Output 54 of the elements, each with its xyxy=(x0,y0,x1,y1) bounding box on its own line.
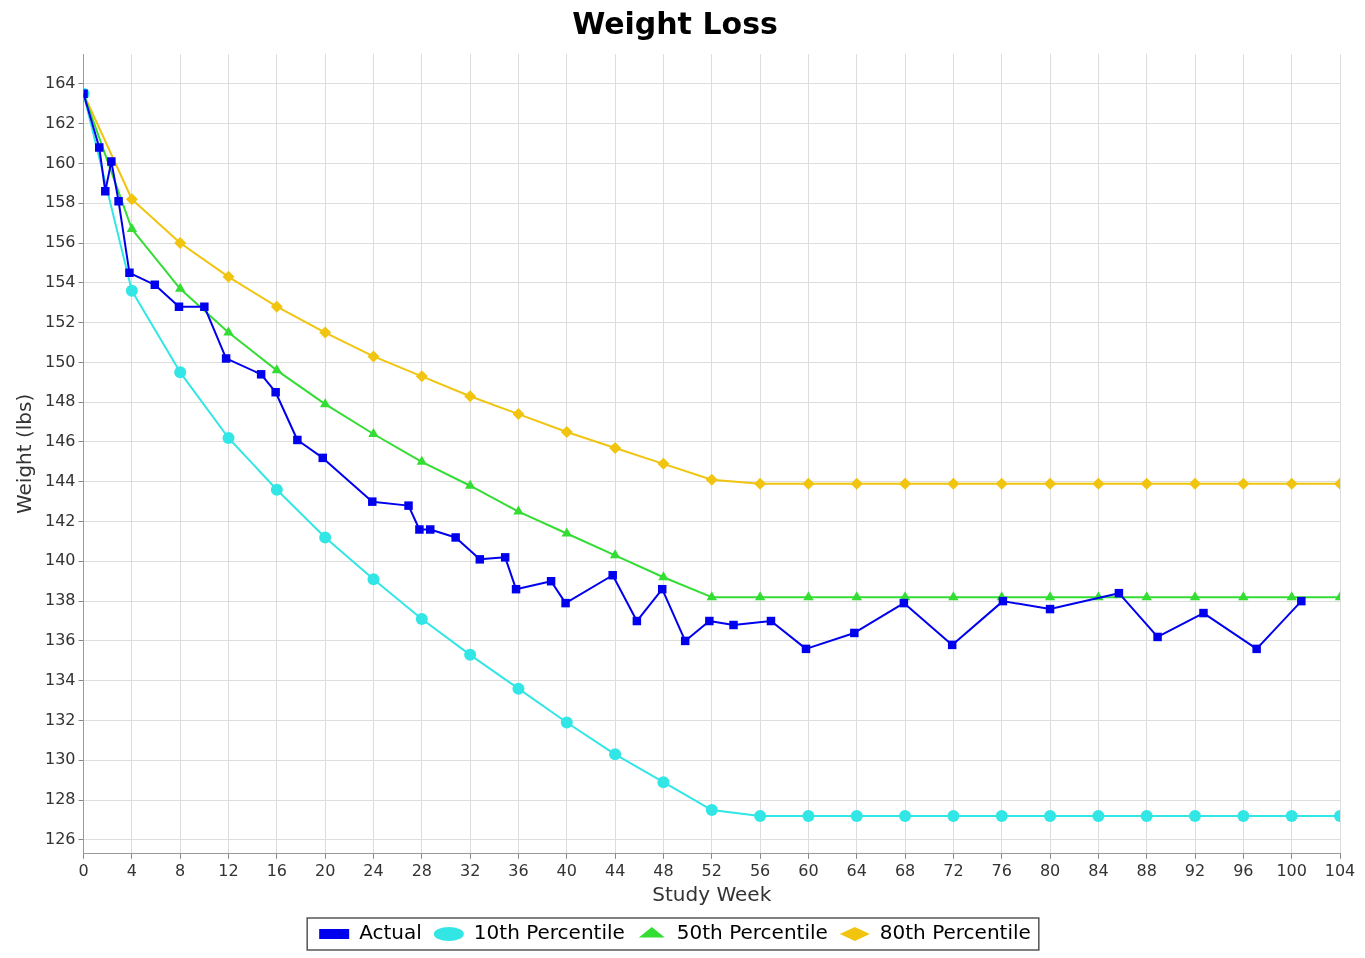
x-tick-label: 32 xyxy=(459,860,481,880)
y-axis-title: Weight (lbs) xyxy=(12,393,37,515)
x-tick-label: 4 xyxy=(126,860,137,880)
y-tick-label: 126 xyxy=(44,829,76,849)
y-tick-label: 156 xyxy=(44,232,76,252)
x-tick-label: 96 xyxy=(1233,860,1254,880)
x-axis-title: Study Week xyxy=(652,882,772,907)
x-tick-label: 100 xyxy=(1276,860,1307,880)
x-tick-label: 76 xyxy=(991,860,1012,880)
x-tick-label: 24 xyxy=(363,860,384,880)
x-tick-label: 48 xyxy=(653,860,674,880)
x-tick-label: 88 xyxy=(1136,860,1157,880)
x-tick-label: 8 xyxy=(175,860,186,880)
y-tick-label: 158 xyxy=(44,192,76,212)
x-tick-label: 92 xyxy=(1184,860,1206,880)
chart-title: Weight Loss xyxy=(572,5,778,41)
y-tick-label: 146 xyxy=(44,431,76,451)
legend-label: 10th Percentile xyxy=(473,920,625,945)
x-tick-label: 40 xyxy=(556,860,577,880)
y-tick-label: 160 xyxy=(44,152,76,172)
y-tick-label: 148 xyxy=(44,391,76,411)
y-tick-label: 144 xyxy=(44,470,76,490)
x-tick-label: 36 xyxy=(508,860,529,880)
x-tick-label: 12 xyxy=(218,860,239,880)
y-tick-label: 132 xyxy=(44,709,76,729)
y-tick-label: 130 xyxy=(44,749,76,769)
y-tick-label: 162 xyxy=(44,112,76,132)
y-tick-label: 128 xyxy=(44,789,76,809)
x-tick-label: 44 xyxy=(604,860,626,880)
legend-label: 80th Percentile xyxy=(879,920,1031,945)
x-tick-label: 104 xyxy=(1324,860,1356,880)
y-tick-label: 138 xyxy=(44,590,76,610)
x-tick-label: 16 xyxy=(266,860,288,880)
legend-label: 50th Percentile xyxy=(676,920,828,945)
x-tick-label: 64 xyxy=(846,860,867,880)
x-tick-label: 84 xyxy=(1088,860,1109,880)
x-tick-label: 80 xyxy=(1039,860,1061,880)
x-tick-label: 72 xyxy=(943,860,964,880)
y-tick-label: 140 xyxy=(44,550,76,570)
x-tick-label: 60 xyxy=(798,860,819,880)
x-tick-label: 56 xyxy=(749,860,771,880)
x-tick-label: 0 xyxy=(78,860,89,880)
legend-label: Actual xyxy=(359,920,422,945)
y-tick-label: 142 xyxy=(44,510,76,530)
x-tick-label: 20 xyxy=(314,860,336,880)
y-tick-label: 134 xyxy=(44,669,76,689)
y-tick-label: 150 xyxy=(44,351,76,371)
y-tick-label: 154 xyxy=(44,271,76,291)
x-tick-label: 68 xyxy=(894,860,916,880)
y-tick-label: 152 xyxy=(44,311,76,331)
y-tick-label: 164 xyxy=(44,73,76,92)
x-tick-label: 28 xyxy=(411,860,432,880)
y-tick-label: 136 xyxy=(44,630,76,650)
x-tick-label: 52 xyxy=(701,860,722,880)
